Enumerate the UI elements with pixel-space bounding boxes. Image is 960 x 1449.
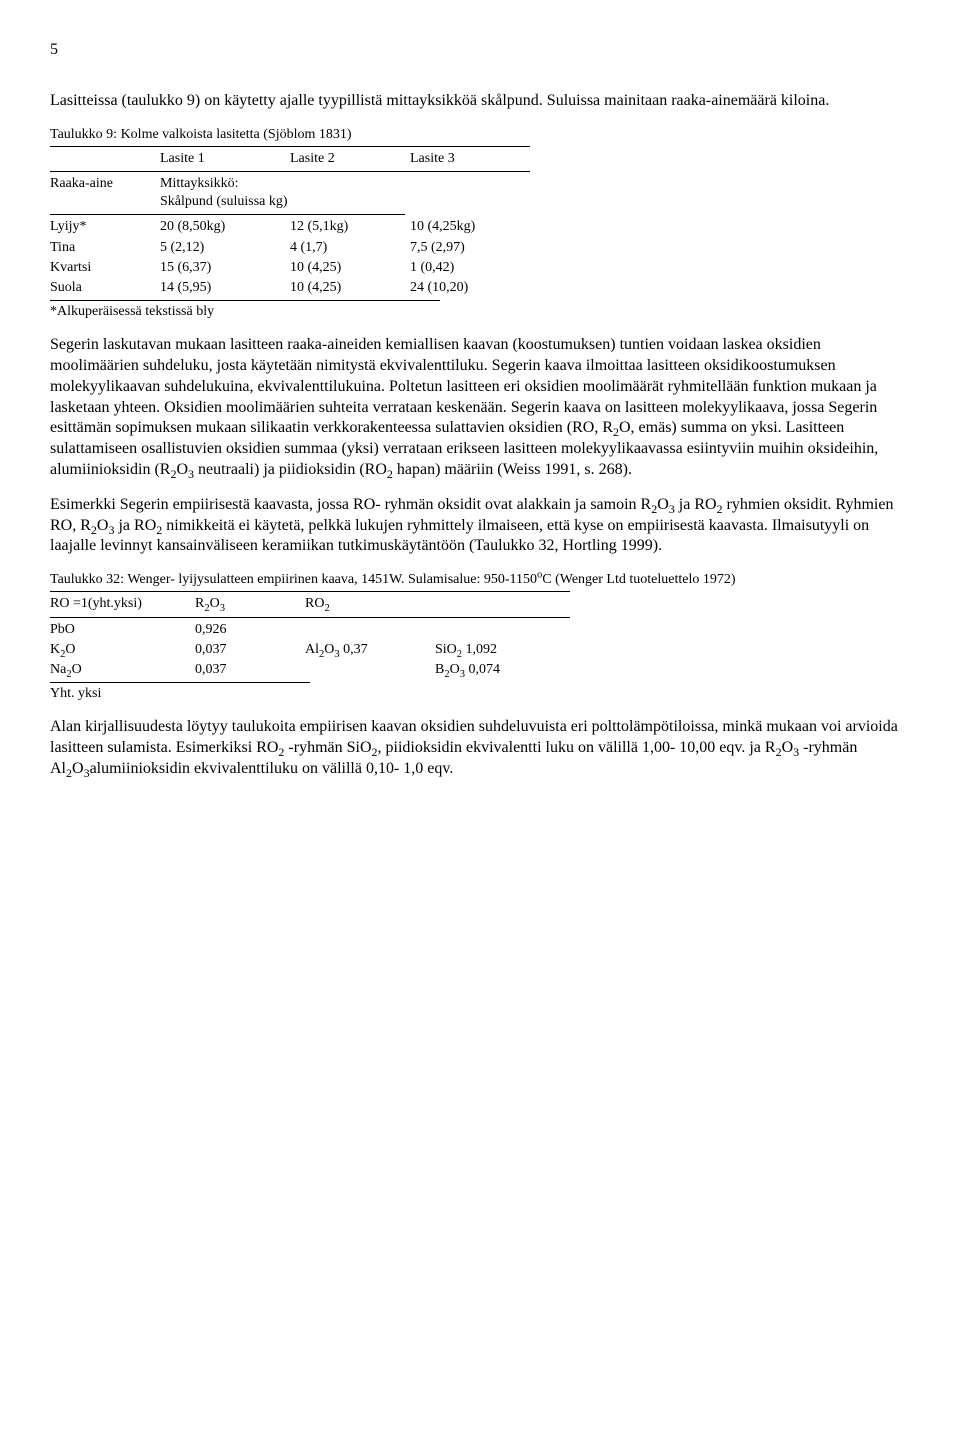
table-row: K2O 0,037 Al2O3 0,37 SiO2 1,092 <box>50 640 565 660</box>
cell: Lasite 2 <box>290 149 410 169</box>
rule <box>50 591 570 592</box>
paragraph-4: Alan kirjallisuudesta löytyy taulukoita … <box>50 717 910 779</box>
cell <box>305 660 435 680</box>
table-row: Kvartsi 15 (6,37) 10 (4,25) 1 (0,42) <box>50 258 530 278</box>
cell: 10 (4,25kg) <box>410 217 530 237</box>
cell: 12 (5,1kg) <box>290 217 410 237</box>
cell: RO2 <box>305 594 435 614</box>
cell: 4 (1,7) <box>290 238 410 258</box>
cell: Kvartsi <box>50 258 160 278</box>
table1-header: Lasite 1 Lasite 2 Lasite 3 <box>50 149 530 169</box>
cell: 0,037 <box>195 640 305 660</box>
cell: Raaka-aine <box>50 174 160 212</box>
table-row: Tina 5 (2,12) 4 (1,7) 7,5 (2,97) <box>50 238 530 258</box>
cell: Suola <box>50 278 160 298</box>
table2-body: PbO 0,926 K2O 0,037 Al2O3 0,37 SiO2 1,09… <box>50 620 565 681</box>
rule <box>50 682 310 683</box>
table-row: Na2O 0,037 B2O3 0,074 <box>50 660 565 680</box>
cell: Na2O <box>50 660 195 680</box>
rule <box>50 617 570 618</box>
cell: 0,926 <box>195 620 305 640</box>
cell: 14 (5,95) <box>160 278 290 298</box>
intro-paragraph: Lasitteissa (taulukko 9) on käytetty aja… <box>50 91 910 112</box>
cell: RO =1(yht.yksi) <box>50 594 195 614</box>
rule <box>50 171 530 172</box>
cell: 1 (0,42) <box>410 258 530 278</box>
cell: 0,037 <box>195 660 305 680</box>
paragraph-3: Esimerkki Segerin empiirisestä kaavasta,… <box>50 495 910 557</box>
cell: Lyijy* <box>50 217 160 237</box>
cell: 24 (10,20) <box>410 278 530 298</box>
rule <box>50 146 530 147</box>
rule <box>50 300 440 301</box>
rule <box>50 214 405 215</box>
paragraph-2: Segerin laskutavan mukaan lasitteen raak… <box>50 335 910 481</box>
table1-caption: Taulukko 9: Kolme valkoista lasitetta (S… <box>50 126 910 144</box>
cell <box>305 620 435 640</box>
cell: 15 (6,37) <box>160 258 290 278</box>
cell: K2O <box>50 640 195 660</box>
table2-header: RO =1(yht.yksi) R2O3 RO2 <box>50 594 565 614</box>
cell <box>435 620 565 640</box>
cell: 20 (8,50kg) <box>160 217 290 237</box>
cell: Mittayksikkö: Skålpund (suluissa kg) <box>160 174 290 212</box>
table2-caption: Taulukko 32: Wenger- lyijysulatteen empi… <box>50 571 910 589</box>
table1-footnote: *Alkuperäisessä tekstissä bly <box>50 303 910 321</box>
table-row: Suola 14 (5,95) 10 (4,25) 24 (10,20) <box>50 278 530 298</box>
cell <box>50 149 160 169</box>
cell: Lasite 1 <box>160 149 290 169</box>
cell: SiO2 1,092 <box>435 640 565 660</box>
table-row: Lyijy* 20 (8,50kg) 12 (5,1kg) 10 (4,25kg… <box>50 217 530 237</box>
cell: 10 (4,25) <box>290 278 410 298</box>
table-row: PbO 0,926 <box>50 620 565 640</box>
page-number: 5 <box>50 40 910 61</box>
cell: B2O3 0,074 <box>435 660 565 680</box>
cell: 5 (2,12) <box>160 238 290 258</box>
cell: PbO <box>50 620 195 640</box>
table1-subheader: Raaka-aine Mittayksikkö: Skålpund (sului… <box>50 174 290 212</box>
cell: Al2O3 0,37 <box>305 640 435 660</box>
cell: 7,5 (2,97) <box>410 238 530 258</box>
cell: Tina <box>50 238 160 258</box>
cell: 10 (4,25) <box>290 258 410 278</box>
table2-footer: Yht. yksi <box>50 685 910 703</box>
cell: Lasite 3 <box>410 149 530 169</box>
cell <box>435 594 565 614</box>
table1-body: Lyijy* 20 (8,50kg) 12 (5,1kg) 10 (4,25kg… <box>50 217 530 298</box>
cell: R2O3 <box>195 594 305 614</box>
